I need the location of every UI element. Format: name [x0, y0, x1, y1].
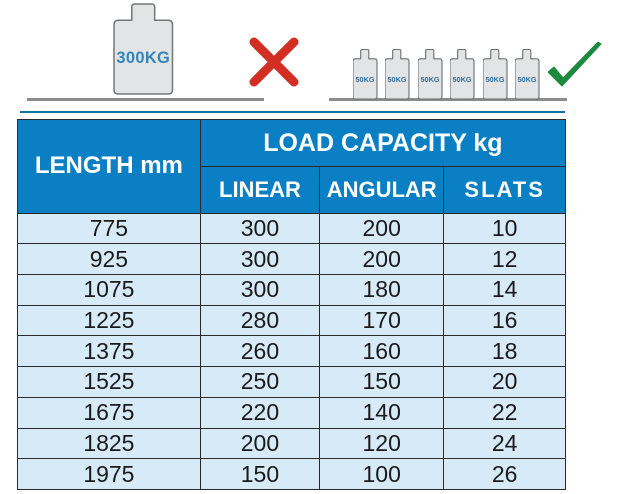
svg-text:50KG: 50KG [518, 75, 537, 84]
svg-text:50KG: 50KG [485, 75, 504, 84]
svg-text:300KG: 300KG [116, 49, 170, 67]
svg-text:50KG: 50KG [420, 75, 439, 84]
svg-text:50KG: 50KG [453, 75, 472, 84]
svg-text:50KG: 50KG [355, 75, 374, 84]
svg-text:50KG: 50KG [388, 75, 407, 84]
